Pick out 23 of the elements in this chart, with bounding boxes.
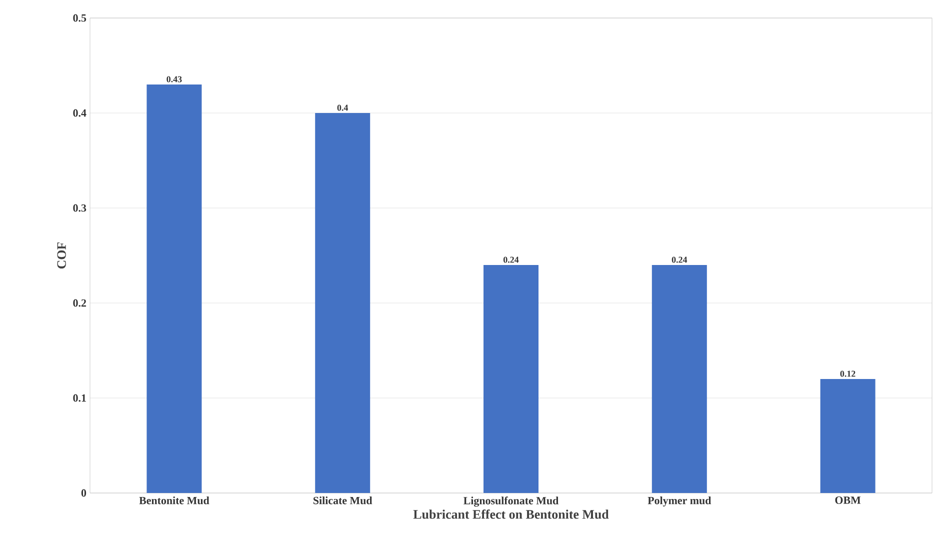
bar: [652, 265, 707, 493]
x-axis-title: Lubricant Effect on Bentonite Mud: [413, 509, 609, 519]
y-tick-label: 0: [81, 489, 86, 497]
x-tick-label: Polymer mud: [648, 496, 712, 506]
y-tick-label: 0.3: [73, 204, 86, 212]
y-tick-label: 0.4: [73, 109, 86, 117]
x-tick-label: Lignosulfonate Mud: [464, 496, 559, 507]
data-label: 0.43: [166, 76, 182, 82]
data-label: 0.24: [672, 256, 688, 263]
x-tick-label: Silicate Mud: [314, 496, 372, 504]
bar: [315, 113, 370, 493]
y-tick-label: 0.5: [73, 14, 86, 22]
bar: [146, 84, 202, 493]
y-tick-label: 0.2: [73, 299, 86, 307]
y-tick-label: 0.1: [73, 394, 86, 402]
data-label: 0.12: [840, 370, 856, 377]
data-label: 0.4: [337, 104, 348, 111]
bar: [820, 379, 876, 493]
x-tick-label: Bentonite Mud: [139, 496, 210, 504]
data-label: 0.24: [504, 256, 519, 263]
bar: [484, 265, 539, 493]
y-axis-title: COF: [57, 242, 66, 269]
x-tick-label: OBM: [835, 496, 861, 504]
